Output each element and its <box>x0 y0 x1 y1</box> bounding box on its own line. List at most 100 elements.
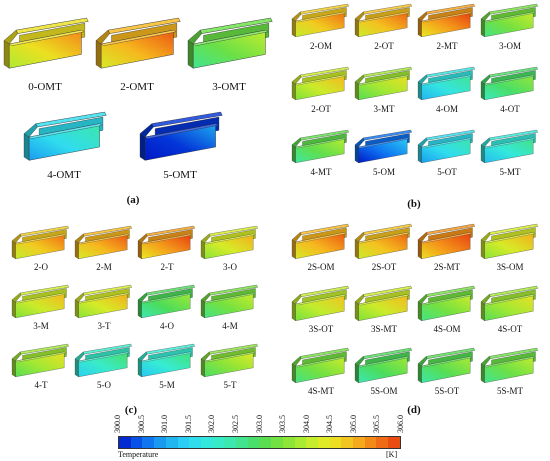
colorbar-segment <box>119 437 131 448</box>
channel-c-10-shape <box>74 343 133 378</box>
channel-a-3-shape <box>187 17 273 69</box>
channel-d-9 <box>291 347 350 384</box>
channel-a-2 <box>95 17 182 70</box>
model-label-c-2: 2-M <box>96 262 112 272</box>
colorbar-tick-label: 304.5 <box>325 415 335 433</box>
channel-c-3 <box>137 225 196 260</box>
model-label-b-12: 5-MT <box>499 167 521 177</box>
colorbar-tick-label: 302.5 <box>230 415 240 433</box>
model-label-a-4: 4-OMT <box>47 169 81 181</box>
channel-a-5 <box>139 111 224 162</box>
channel-c-9 <box>11 343 70 378</box>
channel-d-2 <box>354 223 413 260</box>
colorbar-segment <box>224 437 237 448</box>
model-label-c-10: 5-O <box>97 380 111 390</box>
model-label-b-1: 2-OM <box>310 41 332 51</box>
colorbar-segment <box>142 437 155 448</box>
channel-c-2-shape <box>74 225 133 260</box>
channel-d-1 <box>291 223 350 260</box>
channel-b-12-shape <box>480 129 539 164</box>
panel-label-c: (c) <box>124 404 138 416</box>
channel-b-8 <box>480 66 539 101</box>
channel-b-3-shape <box>417 3 476 38</box>
model-label-d-4: 3S-OM <box>496 262 524 272</box>
channel-b-7 <box>417 66 476 101</box>
model-label-d-12: 5S-MT <box>496 386 524 396</box>
channel-b-11-shape <box>417 129 476 164</box>
channel-b-4 <box>480 3 539 38</box>
channel-b-5-shape <box>291 66 350 101</box>
channel-d-5-shape <box>291 285 350 322</box>
colorbar-title: Temperature <box>118 450 159 459</box>
channel-b-2 <box>354 3 413 38</box>
colorbar-tick-label: 305.0 <box>348 415 358 433</box>
colorbar-segment <box>189 437 201 448</box>
model-label-c-9: 4-T <box>34 380 48 390</box>
colorbar-segment <box>329 437 342 448</box>
channel-c-7 <box>137 284 196 319</box>
colorbar-tick-label: 301.0 <box>160 415 170 433</box>
panel-label-b: (b) <box>407 198 421 210</box>
colorbar-segment <box>154 437 166 448</box>
model-label-d-5: 3S-OT <box>308 324 334 334</box>
model-label-c-6: 3-T <box>97 321 111 331</box>
channel-c-4 <box>200 225 259 260</box>
channel-c-5 <box>11 284 70 319</box>
colorbar-tick-label: 303.0 <box>254 415 264 433</box>
channel-b-9 <box>291 129 350 164</box>
channel-b-10-shape <box>354 129 413 164</box>
colorbar-tick-label: 302.0 <box>207 415 217 433</box>
colorbar-tick-label: 305.5 <box>372 415 382 433</box>
colorbar-unit: [K] <box>386 450 398 459</box>
model-label-b-3: 2-MT <box>436 41 458 51</box>
model-label-d-10: 5S-OM <box>370 386 398 396</box>
channel-d-6-shape <box>354 285 413 322</box>
channel-d-5 <box>291 285 350 322</box>
colorbar-segment <box>282 437 295 448</box>
model-label-d-2: 2S-OT <box>371 262 397 272</box>
channel-a-3 <box>187 17 274 70</box>
model-label-a-1: 0-OMT <box>28 81 62 93</box>
colorbar-segment <box>271 437 283 448</box>
model-label-b-7: 4-OM <box>436 104 458 114</box>
colorbar-tick-label: 304.0 <box>301 415 311 433</box>
channel-a-1-shape <box>3 17 89 69</box>
channel-c-6 <box>74 284 133 319</box>
colorbar-tick-label: 300.0 <box>113 415 122 433</box>
channel-c-3-shape <box>137 225 196 260</box>
channel-d-10 <box>354 347 413 384</box>
colorbar-segment <box>236 437 248 448</box>
channel-a-5-shape <box>139 111 223 161</box>
channel-d-7-shape <box>417 285 476 322</box>
channel-d-4-shape <box>480 223 539 260</box>
model-label-d-3: 2S-MT <box>433 262 461 272</box>
model-label-c-5: 3-M <box>33 321 49 331</box>
colorbar-segment <box>165 437 178 448</box>
colorbar-segment <box>259 437 272 448</box>
channel-c-11 <box>137 343 196 378</box>
channel-a-2-shape <box>95 17 181 69</box>
channel-b-6-shape <box>354 66 413 101</box>
model-label-b-4: 3-OM <box>499 41 521 51</box>
channel-d-8 <box>480 285 539 322</box>
colorbar-tick-label: 303.5 <box>278 415 288 433</box>
channel-c-2 <box>74 225 133 260</box>
channel-a-1 <box>3 17 90 70</box>
channel-d-4 <box>480 223 539 260</box>
temperature-colorbar <box>118 436 401 449</box>
model-label-b-5: 2-OT <box>311 104 331 114</box>
model-label-a-3: 3-OMT <box>212 81 246 93</box>
colorbar-segment <box>341 437 354 448</box>
model-label-b-10: 5-OM <box>373 167 395 177</box>
channel-b-9-shape <box>291 129 350 164</box>
model-label-c-3: 2-T <box>160 262 174 272</box>
channel-c-1 <box>11 225 70 260</box>
model-label-d-7: 4S-OM <box>433 324 461 334</box>
channel-c-12 <box>200 343 259 378</box>
colorbar-segment <box>177 437 190 448</box>
channel-c-8-shape <box>200 284 259 319</box>
channel-b-12 <box>480 129 539 164</box>
channel-b-6 <box>354 66 413 101</box>
model-label-a-2: 2-OMT <box>120 81 154 93</box>
